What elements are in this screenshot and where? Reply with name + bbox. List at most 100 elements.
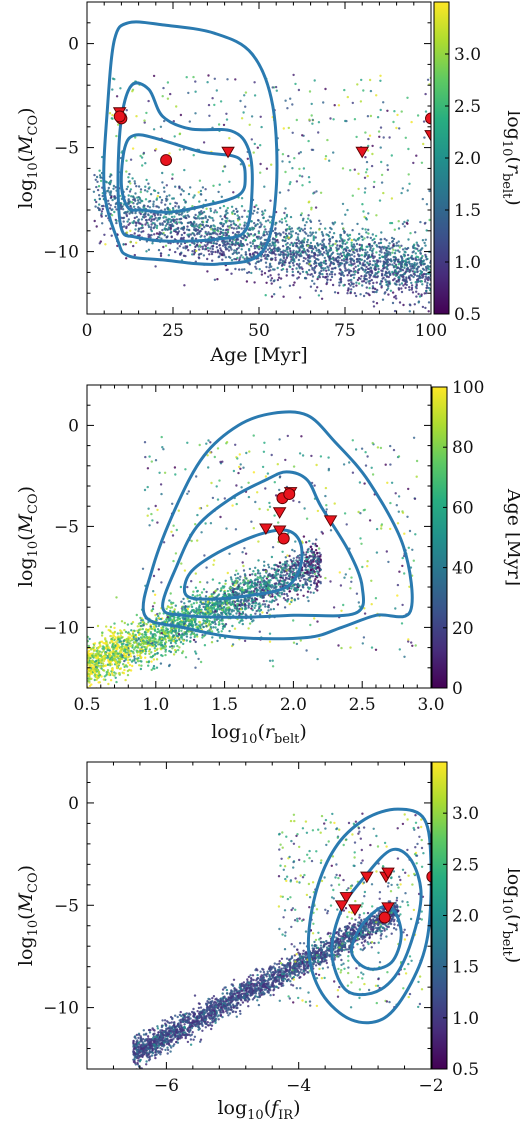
sim-point [313, 79, 316, 82]
sim-point [366, 251, 369, 254]
sim-point [328, 259, 331, 262]
sim-point [397, 240, 400, 243]
sim-point [152, 203, 155, 206]
sim-point [219, 249, 223, 252]
sim-point [140, 656, 143, 659]
sim-point [94, 205, 97, 208]
sim-point [143, 204, 146, 207]
sim-point [389, 253, 392, 256]
sim-point [386, 260, 390, 264]
sim-point [206, 232, 209, 236]
sim-point [337, 260, 340, 264]
sim-point [320, 269, 323, 273]
sim-point [107, 202, 111, 205]
sim-point [363, 255, 366, 258]
sim-point [241, 215, 244, 218]
sim-point [395, 280, 398, 283]
sim-point [383, 254, 387, 257]
sim-point [350, 253, 354, 256]
sim-point [316, 286, 319, 289]
sim-point [243, 234, 246, 237]
sim-point [286, 245, 290, 249]
sim-point [89, 648, 93, 651]
sim-point [399, 255, 403, 258]
sim-point [363, 270, 366, 273]
sim-point [97, 185, 101, 188]
sim-point [397, 266, 400, 270]
plot-area [87, 410, 419, 688]
sim-point [166, 97, 170, 100]
sim-point [225, 112, 228, 116]
sim-point [259, 589, 262, 593]
sim-point [282, 255, 285, 258]
sim-point [427, 265, 430, 268]
sim-point [336, 244, 339, 247]
sim-point [387, 293, 390, 296]
sim-point [374, 275, 377, 279]
sim-point [250, 220, 253, 223]
sim-point [95, 185, 98, 189]
sim-point [412, 275, 415, 279]
sim-point [397, 258, 400, 261]
sim-point [291, 131, 294, 134]
simulated-points [87, 434, 419, 688]
sim-point [263, 272, 267, 275]
sim-point [396, 113, 399, 117]
sim-point [225, 243, 228, 246]
sim-point [240, 254, 243, 257]
sim-point [373, 241, 377, 244]
sim-point [253, 281, 256, 284]
sim-point [118, 660, 121, 663]
sim-point [115, 219, 118, 223]
sim-point [183, 231, 186, 235]
sim-point [184, 247, 187, 250]
sim-point [386, 268, 389, 271]
sim-point [123, 645, 126, 648]
sim-point [181, 621, 184, 624]
sim-point [278, 220, 281, 223]
sim-point [352, 276, 356, 279]
sim-point [410, 262, 414, 266]
sim-point [388, 242, 391, 245]
sim-point [221, 258, 224, 261]
sim-point [204, 600, 207, 603]
sim-point [273, 242, 276, 245]
sim-point [117, 663, 121, 666]
sim-point [409, 256, 413, 259]
sim-point [286, 599, 289, 602]
sim-point [201, 247, 204, 251]
sim-point [211, 636, 214, 639]
sim-point [402, 275, 405, 279]
sim-point [268, 266, 271, 269]
sim-point [148, 186, 151, 189]
sim-point [400, 244, 403, 247]
sim-point [289, 265, 292, 269]
sim-point [189, 640, 192, 643]
sim-point [160, 201, 163, 204]
sim-point [393, 277, 396, 280]
contour-3 [119, 133, 247, 214]
sim-point [425, 272, 428, 276]
sim-point [159, 252, 163, 255]
x-tick-label: 50 [248, 321, 270, 341]
sim-point [191, 593, 194, 597]
sim-point [262, 254, 266, 258]
sim-point [230, 241, 234, 244]
sim-point [274, 253, 277, 256]
sim-point [125, 159, 128, 162]
sim-point [371, 233, 374, 236]
sim-point [302, 259, 305, 263]
sim-point [256, 237, 260, 240]
sim-point [168, 248, 171, 251]
sim-point [379, 241, 383, 244]
sim-point [140, 218, 144, 221]
sim-point [268, 262, 272, 265]
sim-point [379, 146, 382, 149]
sim-point [364, 131, 367, 134]
sim-point [364, 156, 367, 159]
sim-point [364, 268, 367, 271]
sim-point [288, 577, 291, 580]
sim-point [164, 653, 167, 657]
sim-point [391, 263, 394, 266]
sim-point [374, 287, 377, 291]
